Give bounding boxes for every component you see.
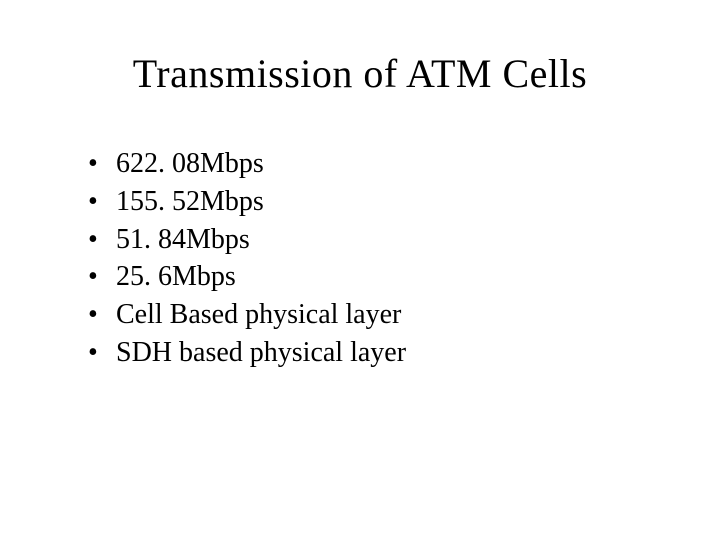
list-item: • 25. 6Mbps [88,258,660,296]
bullet-text: 155. 52Mbps [116,183,264,221]
slide-title: Transmission of ATM Cells [60,50,660,97]
bullet-icon: • [88,221,116,259]
bullet-text: 25. 6Mbps [116,258,236,296]
list-item: • SDH based physical layer [88,334,660,372]
list-item: • Cell Based physical layer [88,296,660,334]
bullet-icon: • [88,296,116,334]
bullet-icon: • [88,258,116,296]
bullet-text: SDH based physical layer [116,334,406,372]
list-item: • 622. 08Mbps [88,145,660,183]
bullet-text: 622. 08Mbps [116,145,264,183]
bullet-list: • 622. 08Mbps • 155. 52Mbps • 51. 84Mbps… [60,145,660,372]
list-item: • 51. 84Mbps [88,221,660,259]
bullet-icon: • [88,183,116,221]
bullet-icon: • [88,145,116,183]
bullet-icon: • [88,334,116,372]
bullet-text: 51. 84Mbps [116,221,250,259]
slide-container: Transmission of ATM Cells • 622. 08Mbps … [0,0,720,540]
bullet-text: Cell Based physical layer [116,296,401,334]
list-item: • 155. 52Mbps [88,183,660,221]
